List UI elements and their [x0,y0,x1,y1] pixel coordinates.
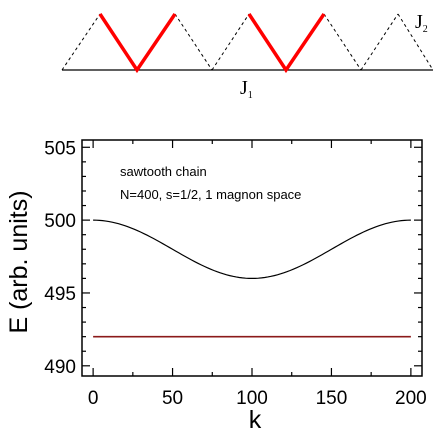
x-tick-label: 50 [162,388,183,409]
annotation-title: sawtooth chain [120,164,207,179]
x-tick-label: 150 [316,388,348,409]
x-tick-label: 100 [236,388,268,409]
x-axis-label: k [249,406,262,432]
j2-bond-dashed [211,13,250,71]
y-tick-label: 505 [44,138,76,159]
x-tick-label: 200 [395,388,427,409]
annotation-params: N=400, s=1/2, 1 magnon space [120,187,301,202]
j2-label: J2 [415,11,428,35]
j2-bond-dashed [360,13,399,71]
tick-labels: 0 50 100 150 200 490 495 500 505 [44,138,426,409]
j2-bond-dashed [61,13,101,71]
y-tick-label: 490 [44,357,76,378]
j2-bond-highlight [98,13,177,74]
j2-bond-dashed [323,13,362,71]
y-tick-label: 495 [44,284,76,305]
x-tick-label: 0 [88,388,99,409]
j1-label: J1 [240,77,253,101]
axis-ticks [82,140,422,376]
y-axis-label: E (arb. units) [5,190,33,333]
j2-bond-highlight [247,13,326,74]
zigzag-bonds [61,13,434,74]
j2-bond-dashed [174,13,213,71]
sawtooth-chain-diagram: J1 J2 [61,11,434,101]
series-group [93,219,411,338]
y-tick-label: 500 [44,211,76,232]
dispersive-band-line [93,219,411,280]
j2-bond-dashed [397,13,434,71]
